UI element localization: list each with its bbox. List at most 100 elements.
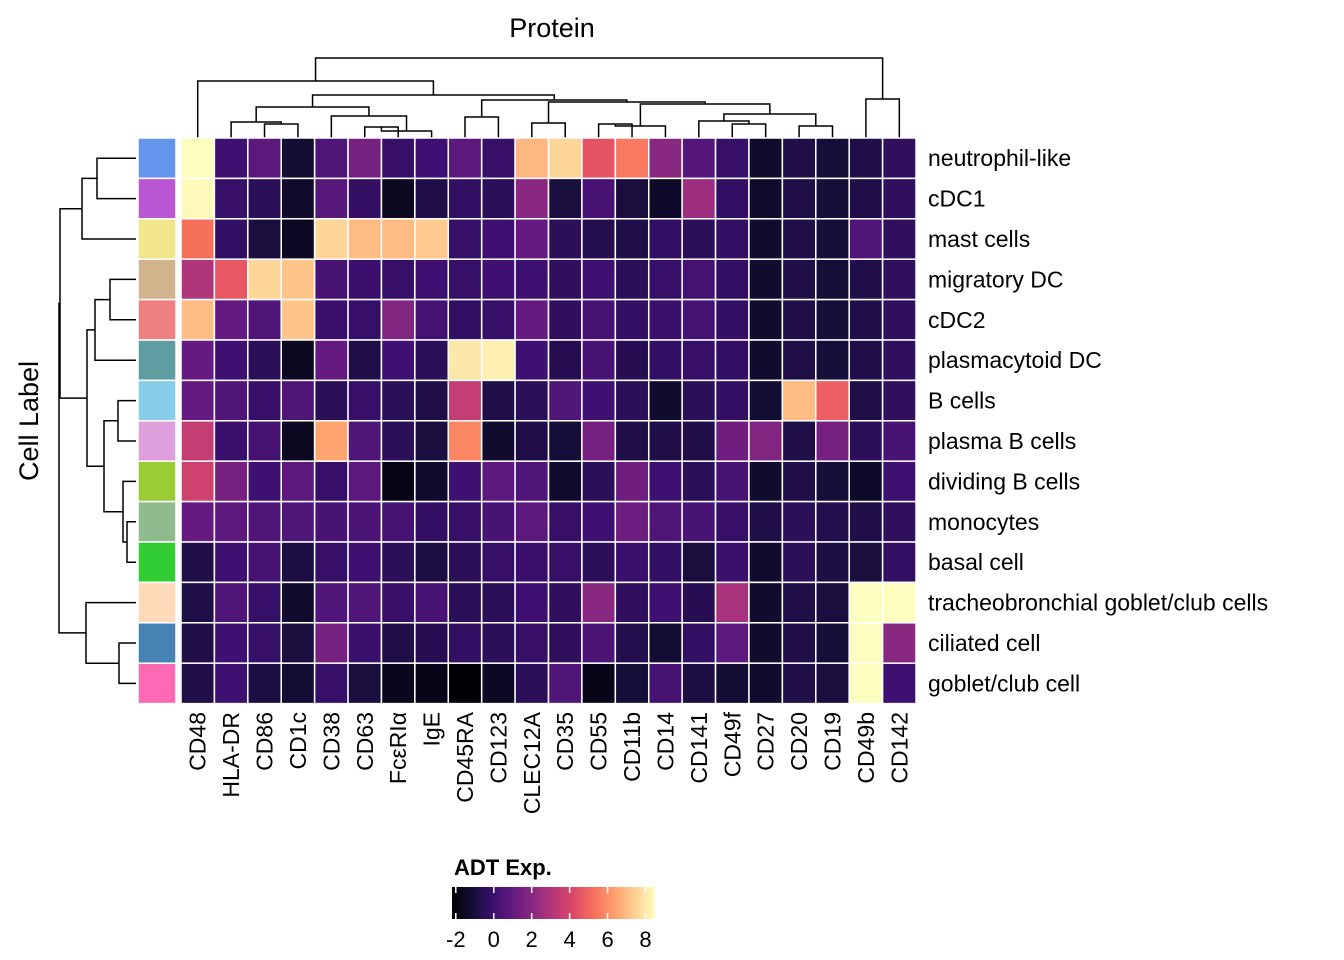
heatmap-cell (313, 420, 349, 462)
heatmap-cell (380, 662, 416, 705)
heatmap-cell (414, 662, 450, 705)
row-label: neutrophil-like (928, 145, 1071, 171)
dendrogram-branch (94, 298, 136, 361)
row-annotation-cell (137, 500, 177, 543)
heatmap-cell (848, 379, 884, 422)
legend-tick-label: -2 (446, 927, 466, 952)
heatmap-cell (748, 379, 784, 422)
heatmap-cell (714, 460, 750, 503)
column-label: CD27 (753, 712, 779, 771)
heatmap-cell (347, 622, 383, 664)
heatmap-cell (581, 662, 617, 705)
heatmap-cell (280, 622, 316, 664)
heatmap-cell (881, 622, 917, 664)
heatmap-cell (781, 460, 817, 503)
heatmap-cell (848, 258, 884, 301)
heatmap-cell (614, 500, 650, 543)
heatmap-cell (180, 460, 216, 503)
row-annotation-cell (137, 258, 177, 301)
heatmap-cell (547, 460, 583, 503)
heatmap-cell (514, 137, 550, 180)
legend-tick-label: 0 (488, 927, 500, 952)
heatmap-cell (380, 460, 416, 503)
heatmap-cell (447, 662, 483, 705)
heatmap-cell (480, 218, 516, 260)
heatmap-cell (514, 500, 550, 543)
heatmap-cell (480, 339, 516, 382)
heatmap-cell (848, 298, 884, 341)
heatmap-cell (681, 177, 717, 220)
heatmap-cell (280, 298, 316, 341)
heatmap-cell (447, 622, 483, 664)
heatmap-cell (614, 581, 650, 624)
heatmap-cell (347, 500, 383, 543)
heatmap-cell (647, 541, 683, 584)
heatmap-cell (614, 541, 650, 584)
heatmap-cell (247, 460, 282, 503)
heatmap-cell (547, 500, 583, 543)
row-annotation-cell (137, 298, 177, 341)
heatmap-cell (647, 379, 683, 422)
heatmap-cell (815, 218, 850, 260)
column-label: CD141 (686, 712, 712, 784)
dendrogram-branch (614, 124, 667, 138)
heatmap-cell (313, 662, 349, 705)
heatmap-cell (581, 541, 617, 584)
heatmap-cell (313, 581, 349, 624)
column-label: CD1c (285, 712, 311, 770)
heatmap-cell (748, 258, 784, 301)
column-label: CD48 (185, 712, 211, 771)
heatmap-cell (280, 177, 316, 220)
heatmap-cell (480, 622, 516, 664)
row-dendrogram (58, 157, 136, 685)
heatmap-cell (547, 137, 583, 180)
heatmap-cell (213, 662, 249, 705)
heatmap-cell (213, 622, 249, 664)
heatmap-cell (414, 298, 450, 341)
heatmap-cell (347, 137, 383, 180)
heatmap-cell (881, 460, 917, 503)
row-labels: neutrophil-like cDC1 mast cells migratory D… (928, 145, 1268, 696)
heatmap-cell (480, 177, 516, 220)
heatmap-cell (313, 177, 349, 220)
heatmap-cell (213, 581, 249, 624)
dendrogram-branch (263, 123, 299, 138)
heatmap-cell (881, 258, 917, 301)
heatmap-cell (714, 541, 750, 584)
heatmap-cell (313, 218, 349, 260)
heatmap-cell (447, 258, 483, 301)
heatmap-cell (347, 177, 383, 220)
heatmap-cell (514, 662, 550, 705)
heatmap-cell (614, 662, 650, 705)
heatmap-cell (380, 622, 416, 664)
row-annotation-cell (137, 420, 177, 462)
heatmap-cell (347, 379, 383, 422)
row-label: migratory DC (928, 266, 1063, 292)
heatmap-cell (547, 541, 583, 584)
heatmap-cell (447, 500, 483, 543)
heatmap-cell (213, 541, 249, 584)
heatmap-cell (547, 379, 583, 422)
dendrogram-branch (531, 122, 566, 138)
heatmap-cell (247, 541, 282, 584)
heatmap-cell (547, 581, 583, 624)
heatmap-cell (714, 379, 750, 422)
heatmap-cell (714, 298, 750, 341)
heatmap-cell (514, 460, 550, 503)
heatmap-cell (313, 460, 349, 503)
heatmap-cell (681, 500, 717, 543)
heatmap-cell (881, 500, 917, 543)
heatmap-cell (614, 379, 650, 422)
heatmap-cell (514, 622, 550, 664)
heatmap-cell (848, 339, 884, 382)
heatmap-cell (180, 379, 216, 422)
dendrogram-branch (81, 177, 136, 240)
dendrogram-branch (547, 101, 706, 123)
heatmap-cell (313, 500, 349, 543)
row-label: goblet/club cell (928, 670, 1080, 696)
heatmap-cell (514, 177, 550, 220)
heatmap-cell (714, 581, 750, 624)
heatmap-cell (380, 298, 416, 341)
heatmap-cell (447, 379, 483, 422)
heatmap-cell (280, 258, 316, 301)
